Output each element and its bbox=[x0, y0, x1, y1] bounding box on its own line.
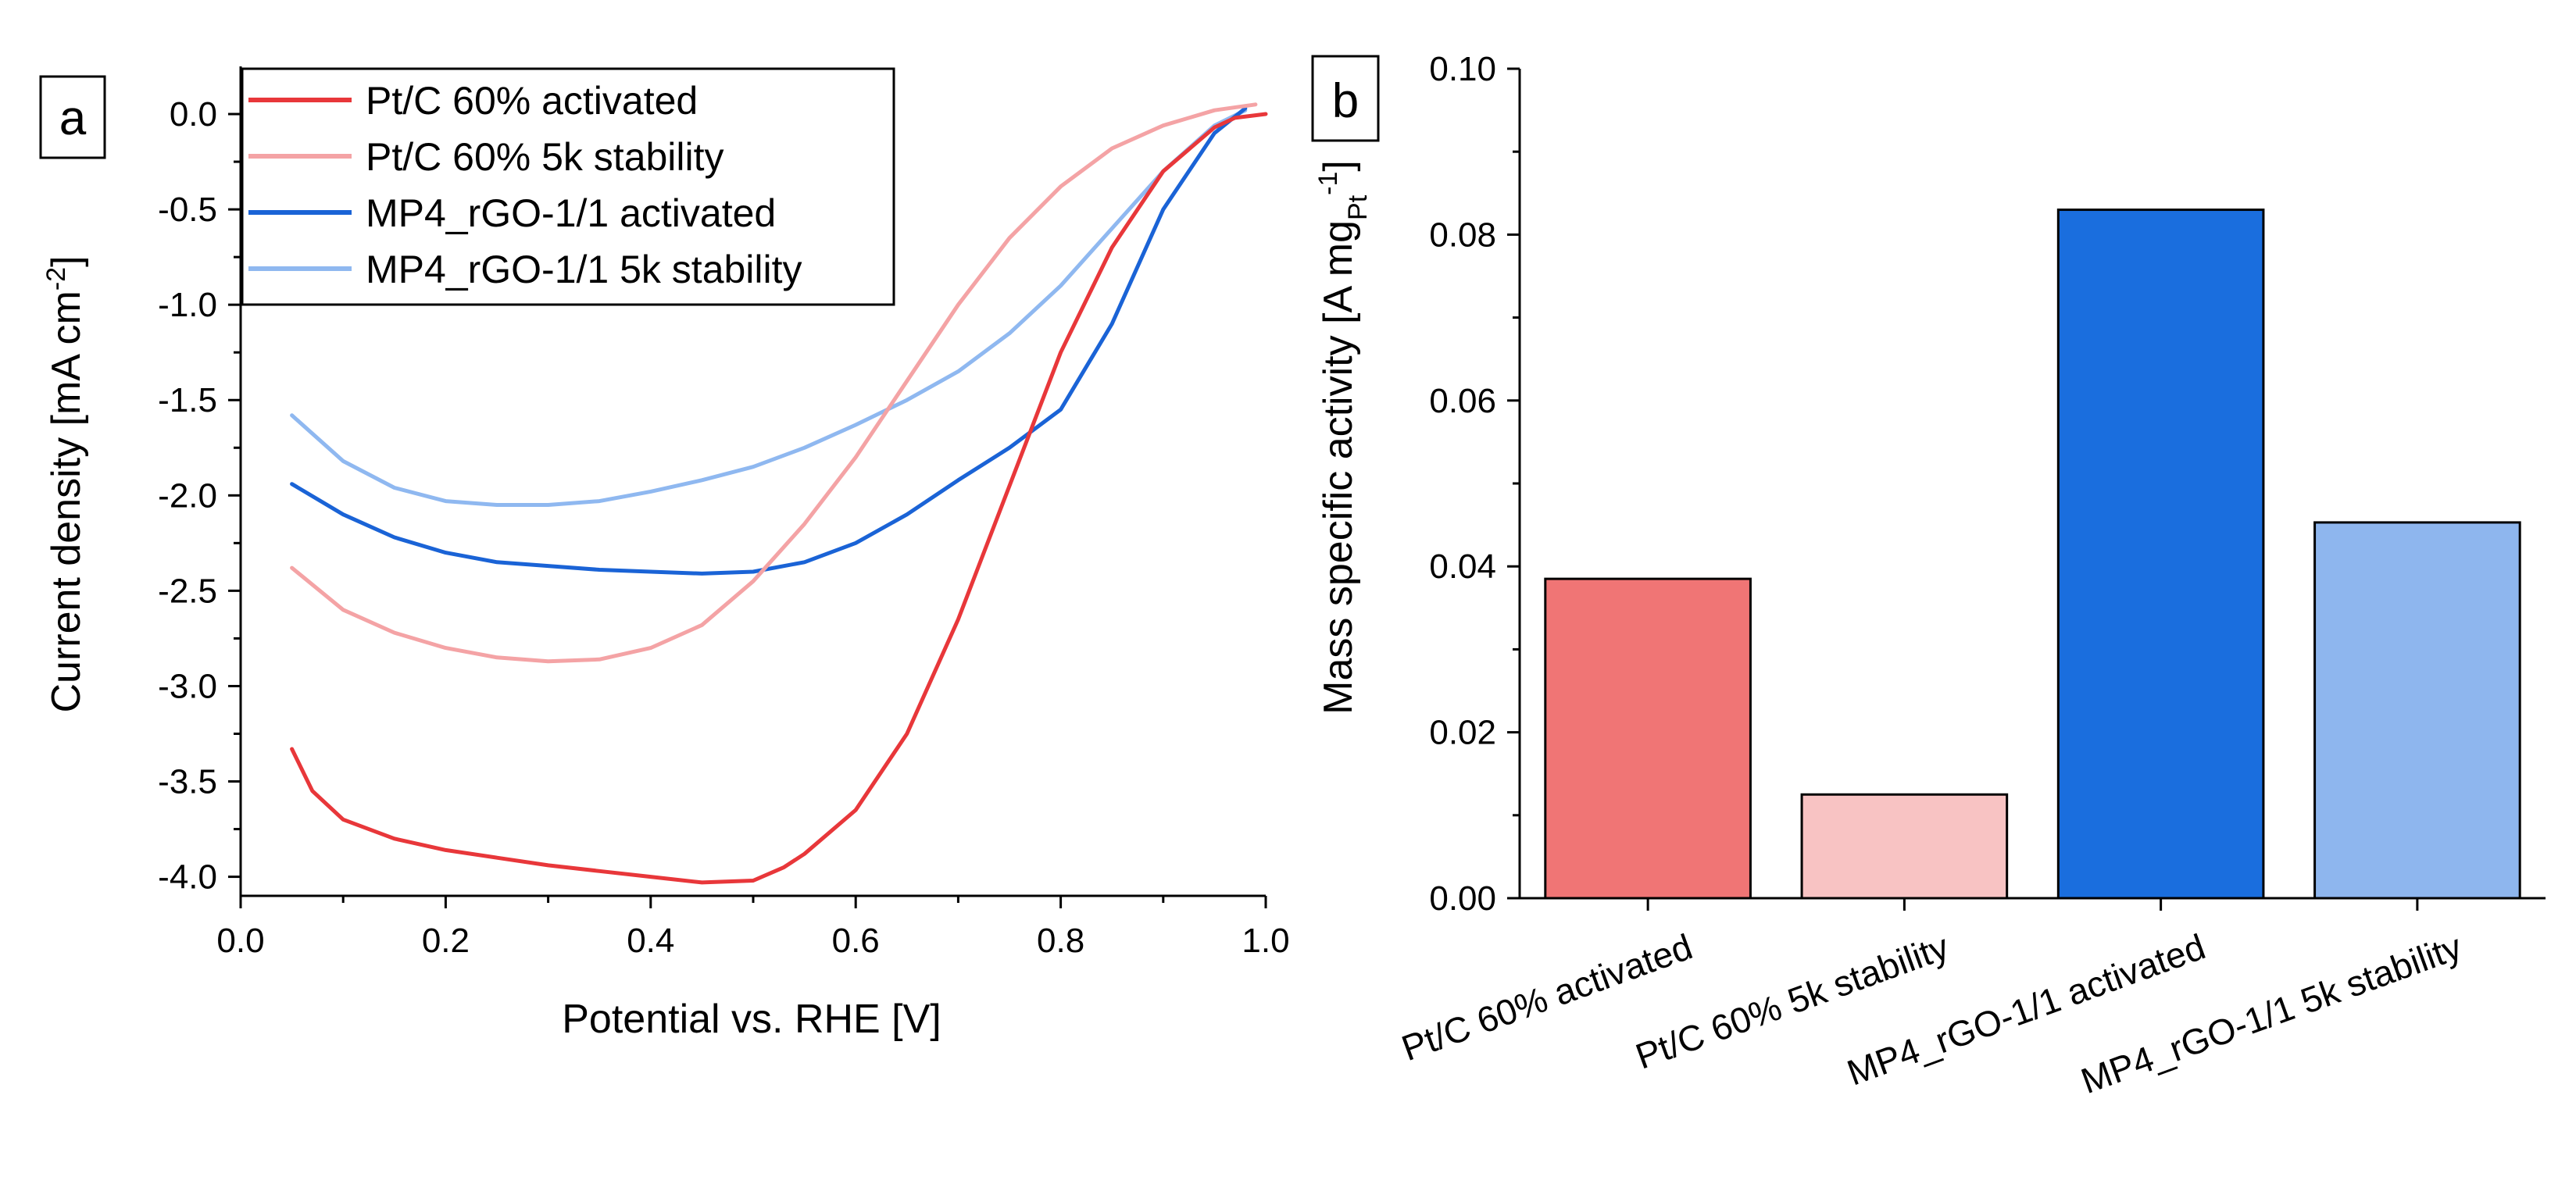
panel-b-y-axis-title: Mass specific activity [A mgPt-1] bbox=[1313, 160, 1373, 715]
panel-a-label: a bbox=[59, 91, 87, 145]
panel-a-x-tick-labels: 0.0 0.2 0.4 0.6 0.8 1.0 bbox=[216, 922, 1289, 960]
panel-b-bars bbox=[1544, 209, 2521, 900]
y-tick-label: -4.0 bbox=[158, 858, 217, 897]
series-line bbox=[290, 112, 1268, 885]
y-tick-label: 0.00 bbox=[1429, 879, 1496, 918]
series-line bbox=[290, 106, 1248, 576]
panel-b-label-box bbox=[1311, 55, 1380, 142]
y-tick-label: 0.0 bbox=[170, 95, 217, 134]
x-tick-label: 0.8 bbox=[1037, 922, 1084, 960]
x-tick-label: 0.6 bbox=[832, 922, 880, 960]
legend-entry: Pt/C 60% 5k stability bbox=[366, 135, 724, 179]
panel-b-bar-chart: 0.00 0.02 0.04 0.06 0.08 0.10 Pt/C 60% activa… bbox=[1311, 50, 2546, 1102]
panel-a-line-chart: 0.0 0.2 0.4 0.6 0.8 1.0 0.0 -0.5 -1.0 -1.5 -2.0 -2… bbox=[39, 66, 1290, 1042]
x-tick-label: 1.0 bbox=[1242, 922, 1289, 960]
panel-b-label: b bbox=[1332, 74, 1359, 128]
panel-a-series bbox=[290, 102, 1268, 885]
y-tick-label: -2.5 bbox=[158, 572, 217, 610]
bar bbox=[1800, 793, 2009, 900]
panel-a-label-box bbox=[39, 75, 106, 159]
panel-b-y-tick-labels: 0.00 0.02 0.04 0.06 0.08 0.10 bbox=[1429, 50, 1496, 918]
legend-entry: MP4_rGO-1/1 activated bbox=[366, 191, 776, 235]
x-tick-label: 0.0 bbox=[216, 922, 264, 960]
panel-a-y-axis-title: Current density [mA cm-2] bbox=[41, 255, 89, 712]
y-tick-label: 0.06 bbox=[1429, 382, 1496, 420]
y-tick-label: -3.0 bbox=[158, 667, 217, 705]
x-tick-label: 0.4 bbox=[627, 922, 674, 960]
y-tick-label: 0.08 bbox=[1429, 216, 1496, 254]
panel-a-x-axis-title: Potential vs. RHE [V] bbox=[562, 997, 941, 1042]
y-tick-label: -3.5 bbox=[158, 763, 217, 801]
y-tick-label: -1.0 bbox=[158, 286, 217, 324]
x-tick-label: 0.2 bbox=[422, 922, 470, 960]
y-tick-label: 0.10 bbox=[1429, 50, 1496, 88]
panel-a-y-tick-labels: 0.0 -0.5 -1.0 -1.5 -2.0 -2.5 -3.0 -3.5 -4.0 bbox=[158, 95, 217, 897]
y-tick-label: 0.04 bbox=[1429, 547, 1496, 586]
legend-entry: Pt/C 60% activated bbox=[366, 79, 698, 123]
panel-a-legend: Pt/C 60% activated Pt/C 60% 5k stability M… bbox=[241, 67, 895, 306]
series-line bbox=[290, 108, 1248, 507]
y-tick-label: -2.0 bbox=[158, 476, 217, 515]
bar bbox=[2313, 521, 2521, 900]
bar bbox=[1544, 577, 1752, 900]
legend-box bbox=[241, 67, 895, 306]
series-line bbox=[290, 102, 1258, 664]
y-tick-label: -1.5 bbox=[158, 381, 217, 419]
y-tick-label: 0.02 bbox=[1429, 714, 1496, 752]
legend-entry: MP4_rGO-1/1 5k stability bbox=[366, 248, 802, 291]
bar bbox=[2056, 209, 2265, 900]
y-tick-label: -0.5 bbox=[158, 191, 217, 229]
